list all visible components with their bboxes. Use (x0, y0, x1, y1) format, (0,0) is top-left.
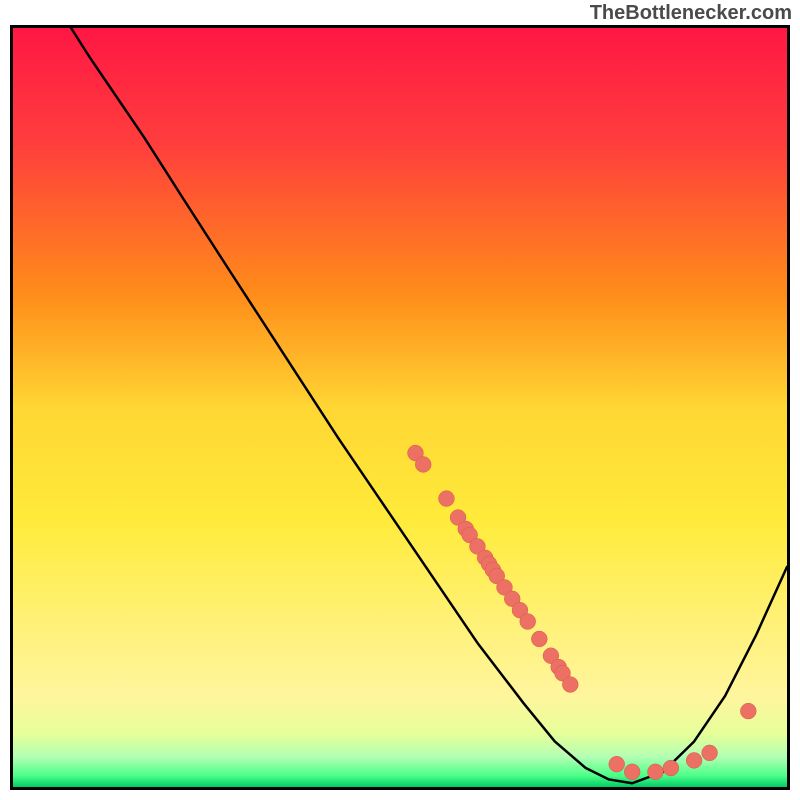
data-point (531, 631, 547, 647)
data-point (439, 491, 455, 507)
data-markers (408, 445, 757, 780)
watermark-text: TheBottlenecker.com (590, 2, 792, 25)
data-point (415, 457, 431, 473)
data-point (647, 764, 663, 780)
curve-layer (13, 28, 787, 787)
data-point (624, 764, 640, 780)
data-point (520, 614, 536, 630)
data-point (702, 745, 718, 761)
data-point (562, 677, 578, 693)
data-point (609, 756, 625, 772)
bottleneck-curve (71, 28, 787, 783)
data-point (686, 752, 702, 768)
data-point (663, 760, 679, 776)
chart-container (10, 25, 790, 790)
data-point (740, 703, 756, 719)
